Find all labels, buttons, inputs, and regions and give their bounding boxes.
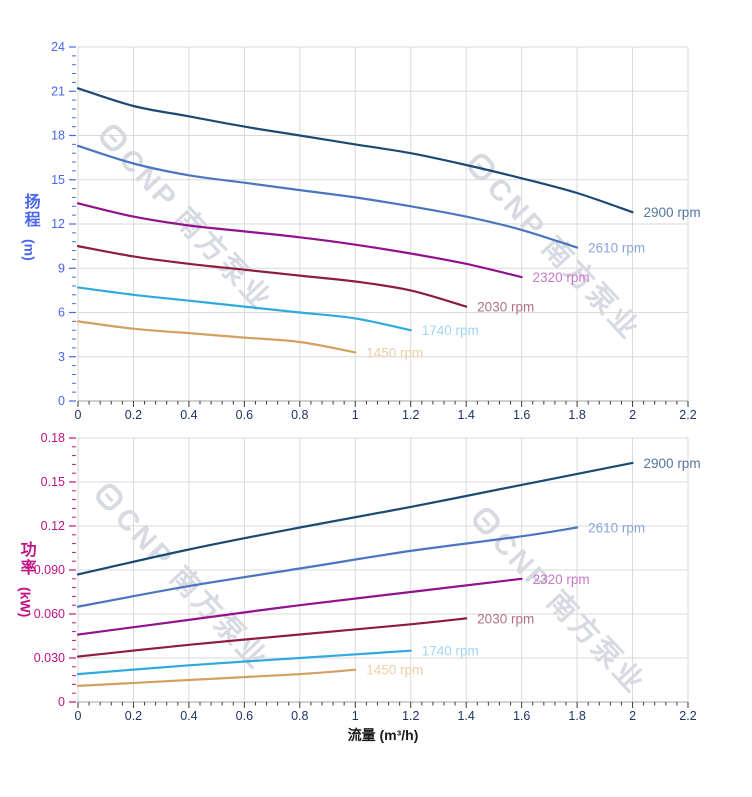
power-chart-y-tick-label: 0.030 [34, 651, 65, 665]
power-chart-x-tick-label: 1.4 [457, 709, 474, 723]
head-chart-x-tick-label: 2.2 [679, 408, 696, 422]
head-axis-unit: (m) [21, 239, 38, 261]
head-chart-curve-label-1740-rpm: 1740 rpm [422, 323, 479, 338]
head-chart-curve-1740-rpm [76, 286, 412, 332]
head-chart-curve-label-2900-rpm: 2900 rpm [644, 205, 701, 220]
head-chart-x-tick-label: 0.6 [236, 408, 253, 422]
head-chart-x-tick-label: 1.8 [568, 408, 585, 422]
power-chart-curve-label-1740-rpm: 1740 rpm [422, 644, 479, 659]
power-axis-title: 功率 (kW) [17, 541, 35, 617]
power-chart-x-tick-label: 2.2 [679, 709, 696, 723]
power-chart-curve-1740-rpm [76, 649, 412, 676]
head-chart-x-tick-label: 0.2 [125, 408, 142, 422]
head-chart-y-tick-label: 6 [58, 306, 65, 320]
head-chart-y-tick-label: 21 [51, 84, 65, 98]
head-chart-curve-1450-rpm [76, 320, 357, 354]
head-chart-y-axis: 0 3 6 9 12 15 18 21 24 [51, 40, 76, 408]
power-chart-y-axis: 0 0.030 0.060 0.090 0.12 0.15 0.18 [34, 431, 76, 709]
power-chart-x-tick-label: 1.8 [568, 709, 585, 723]
power-chart-x-tick-label: 0.4 [180, 709, 197, 723]
head-chart-curve-2610-rpm [76, 144, 579, 249]
power-chart-y-tick-label: 0.18 [41, 431, 65, 445]
head-chart-x-tick-label: 0.4 [180, 408, 197, 422]
power-chart-x-tick-label: 1 [352, 709, 359, 723]
head-chart-curve-label-1450-rpm: 1450 rpm [366, 345, 423, 360]
head-chart-y-tick-label: 3 [58, 350, 65, 364]
power-chart-x-tick-label: 2 [629, 709, 636, 723]
power-axis-unit: (kW) [17, 587, 34, 618]
power-chart-x-tick-label: 0.6 [236, 709, 253, 723]
head-chart-y-tick-label: 0 [58, 394, 65, 408]
power-chart-x-tick-label: 0.8 [291, 709, 308, 723]
head-chart-y-tick-label: 15 [51, 173, 65, 187]
power-chart-curve-1450-rpm [76, 668, 357, 687]
head-chart-x-tick-label: 1 [352, 408, 359, 422]
power-axis-title-cn: 功率 [17, 541, 35, 577]
power-chart-curve-2900-rpm [76, 461, 634, 576]
head-chart-y-tick-label: 18 [51, 129, 65, 143]
power-chart-x-axis: 0 0.2 0.4 0.6 0.8 1 1.2 1.4 1.6 1.8 2 2.2 [75, 701, 697, 723]
head-chart-curve-2030-rpm [76, 245, 468, 308]
power-chart-x-tick-label: 0 [75, 709, 82, 723]
head-chart-x-tick-label: 2 [629, 408, 636, 422]
head-chart-grid [77, 46, 689, 401]
power-chart-curve-2030-rpm [76, 617, 468, 658]
head-chart-x-axis: 0 0.2 0.4 0.6 0.8 1 1.2 1.4 1.6 1.8 2 2.2 [75, 400, 697, 422]
power-chart-curve-label-2900-rpm: 2900 rpm [644, 456, 701, 471]
power-chart-y-tick-label: 0.060 [34, 607, 65, 621]
head-chart-curve-label-2610-rpm: 2610 rpm [588, 241, 645, 256]
head-chart-x-tick-label: 1.2 [402, 408, 419, 422]
head-axis-title-cn: 扬程 [21, 193, 39, 229]
power-chart-x-tick-label: 1.2 [402, 709, 419, 723]
power-chart-y-tick-label: 0.15 [41, 475, 65, 489]
head-axis-title: 扬程 (m) [21, 193, 39, 261]
power-chart-y-tick-label: 0.12 [41, 519, 65, 533]
power-chart-curve-label-2030-rpm: 2030 rpm [477, 611, 534, 626]
head-chart-y-tick-label: 12 [51, 217, 65, 231]
head-chart-y-tick-label: 24 [51, 40, 65, 54]
power-chart-grid [77, 437, 689, 702]
head-chart-curve-label-2320-rpm: 2320 rpm [533, 270, 590, 285]
head-chart-x-tick-label: 0 [75, 408, 82, 422]
power-chart-x-tick-label: 0.2 [125, 709, 142, 723]
head-chart: 0 0.2 0.4 0.6 0.8 1 1.2 1.4 1.6 1.8 2 2.2 0 3 6 9 12 15 18… [51, 40, 700, 422]
head-chart-curve-label-2030-rpm: 2030 rpm [477, 300, 534, 315]
power-chart-y-tick-label: 0.090 [34, 563, 65, 577]
head-chart-y-tick-label: 9 [58, 261, 65, 275]
head-chart-x-tick-label: 1.4 [457, 408, 474, 422]
power-chart-y-tick-label: 0 [58, 695, 65, 709]
power-chart-curve-label-2610-rpm: 2610 rpm [588, 520, 645, 535]
flow-axis-title: 流量 (m³/h) [347, 727, 419, 743]
power-chart-curve-2610-rpm [76, 526, 579, 608]
head-chart-curve-2320-rpm [76, 202, 523, 279]
power-chart: 0 0.2 0.4 0.6 0.8 1 1.2 1.4 1.6 1.8 2 2.2 0 0.030 0.06… [34, 431, 701, 723]
head-chart-x-tick-label: 0.8 [291, 408, 308, 422]
head-chart-x-tick-label: 1.6 [513, 408, 530, 422]
head-chart-curve-2900-rpm [76, 87, 634, 214]
power-chart-x-tick-label: 1.6 [513, 709, 530, 723]
power-chart-curve-2320-rpm [76, 577, 523, 636]
power-chart-curve-label-1450-rpm: 1450 rpm [366, 663, 423, 678]
power-chart-curve-label-2320-rpm: 2320 rpm [533, 572, 590, 587]
